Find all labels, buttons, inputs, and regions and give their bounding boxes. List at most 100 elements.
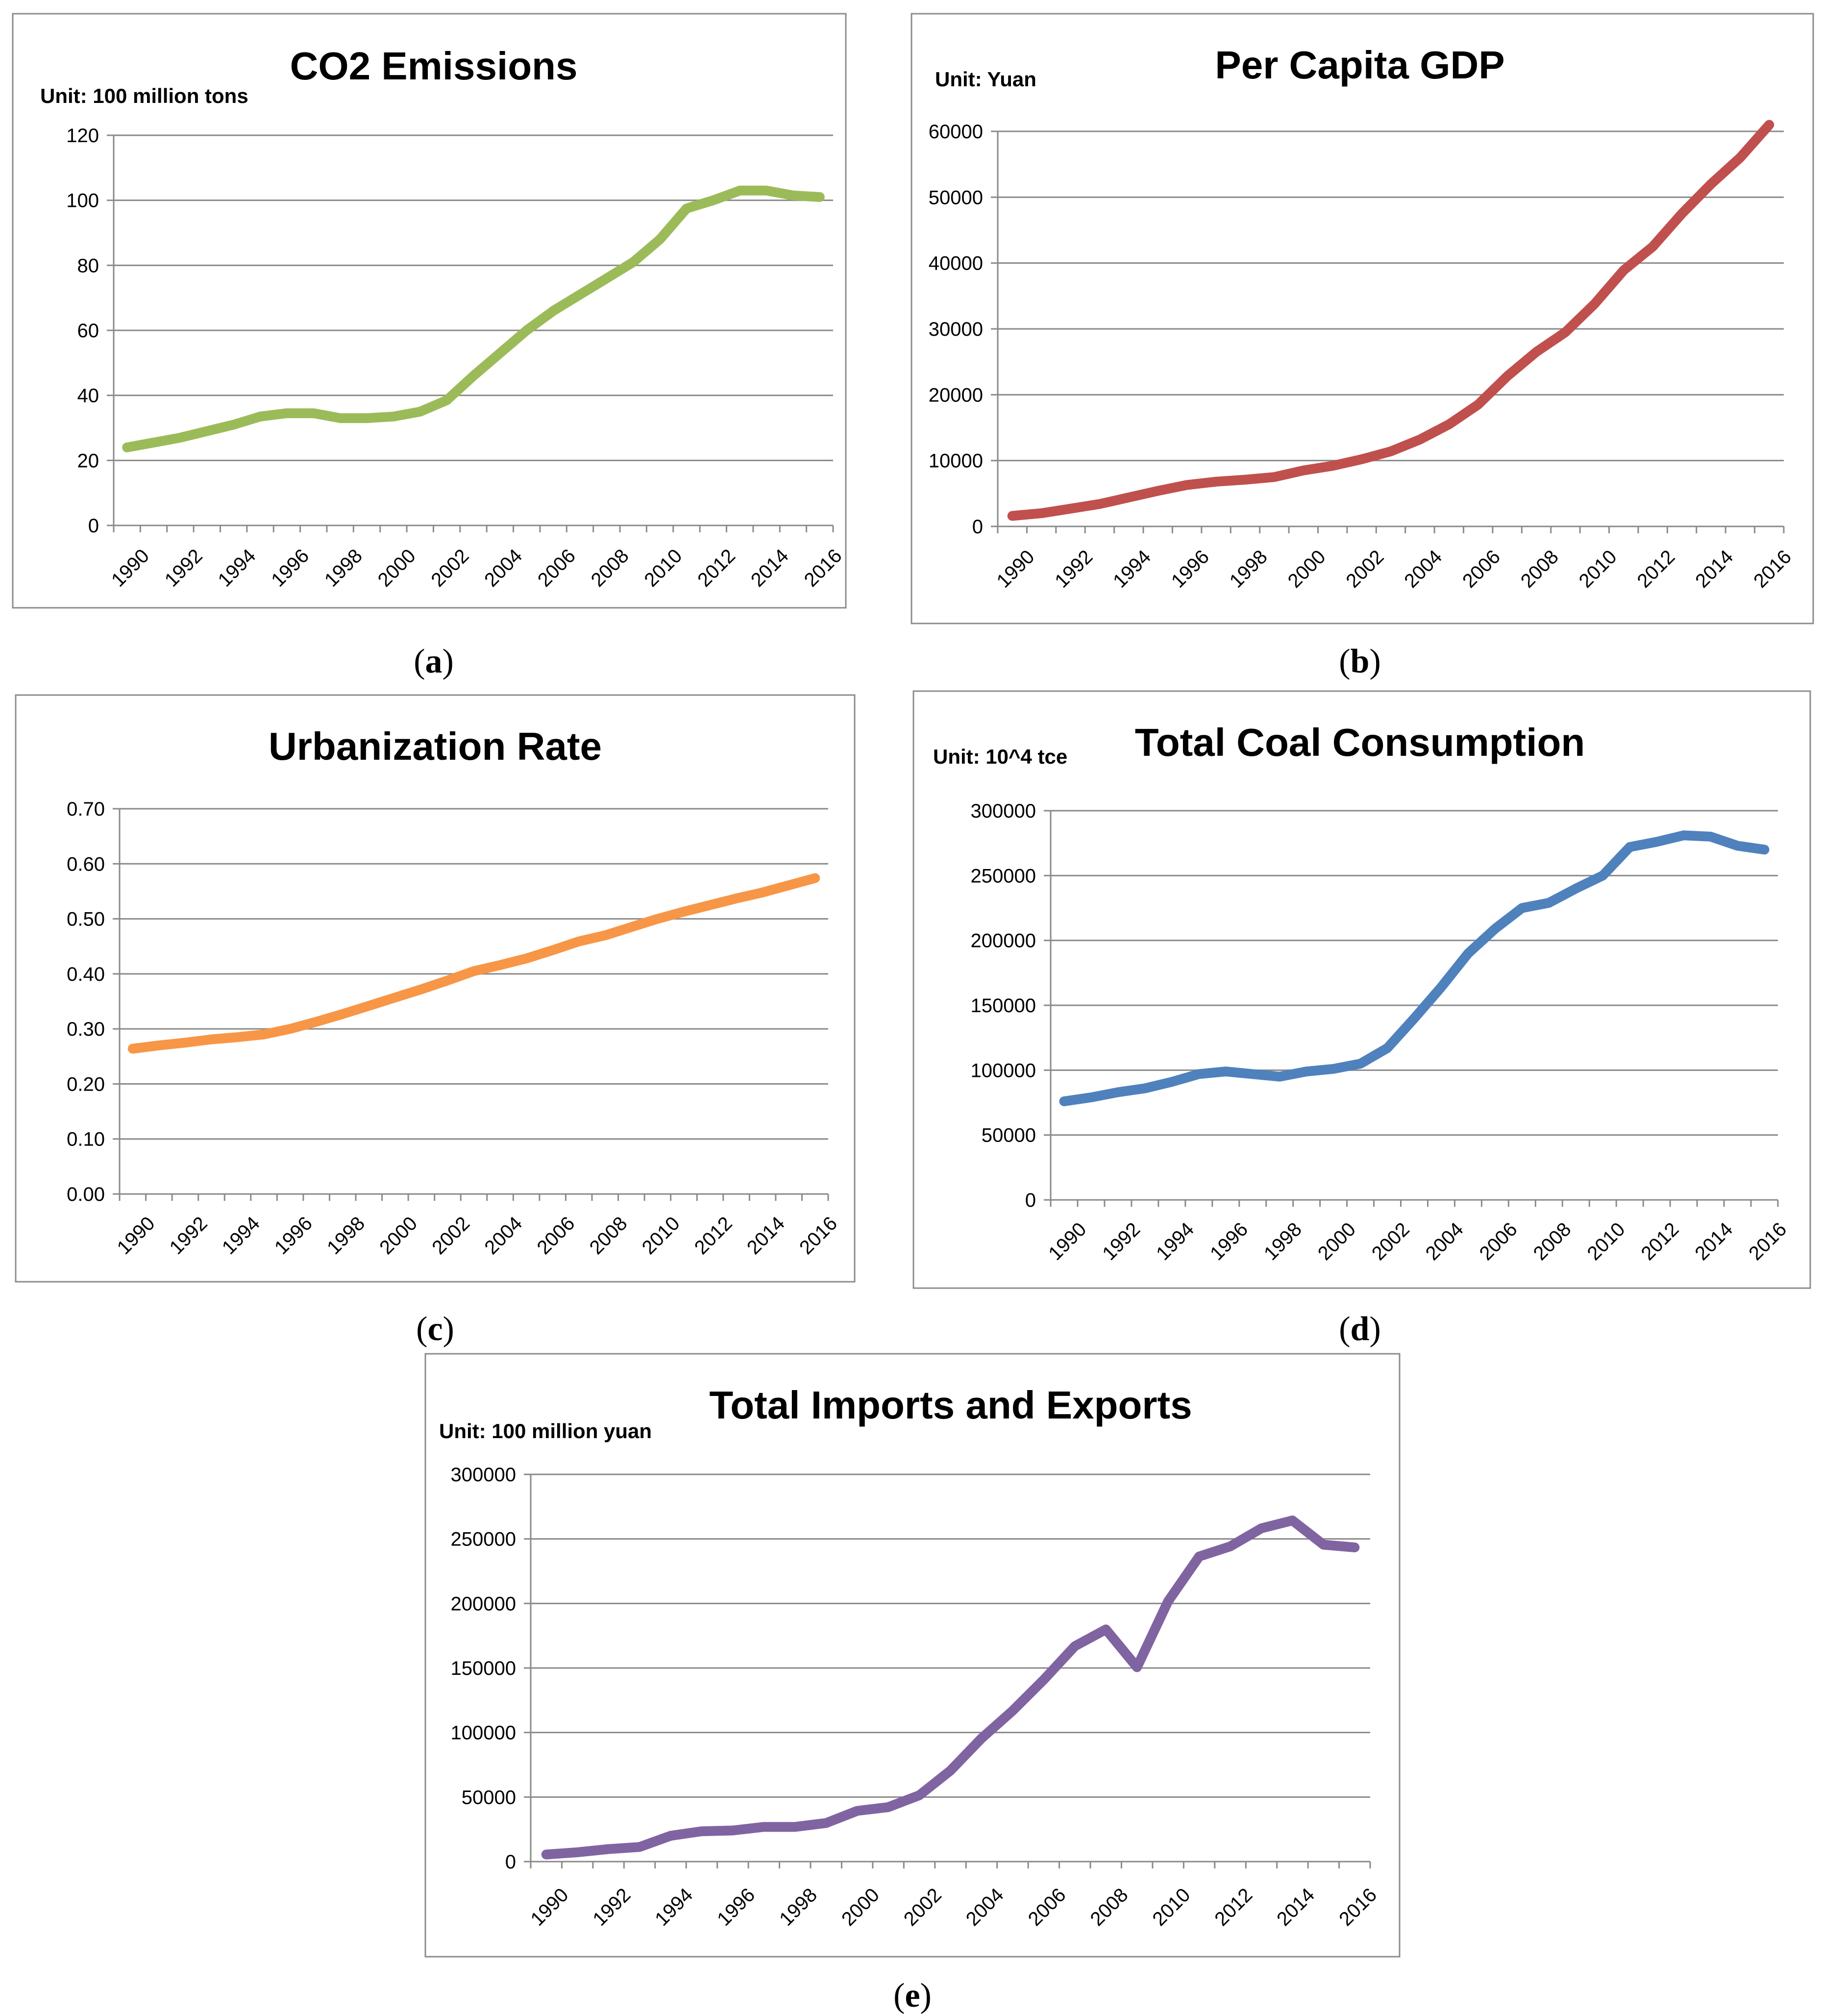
data-point (1272, 475, 1276, 479)
data-point (1358, 1062, 1362, 1066)
y-tick-label: 40000 (929, 253, 983, 274)
data-point (1601, 873, 1605, 877)
data-point (1243, 478, 1247, 482)
data-point (886, 1805, 890, 1809)
data-point (1574, 887, 1578, 891)
chart-title: Total Imports and Exports (709, 1383, 1192, 1427)
y-tick-label: 0.40 (67, 964, 105, 985)
data-point (1104, 1627, 1108, 1631)
data-point (1116, 1090, 1120, 1094)
y-tick-label: 100000 (451, 1722, 516, 1744)
data-point (711, 199, 715, 202)
data-point (1680, 212, 1684, 216)
data-point (1655, 840, 1659, 844)
data-point (551, 948, 555, 952)
data-point (367, 1004, 371, 1008)
data-point (236, 1035, 240, 1039)
data-point (392, 415, 395, 419)
data-point (631, 260, 635, 264)
chart-frame (424, 1353, 1401, 1958)
data-point (1682, 833, 1686, 837)
data-point (735, 896, 739, 900)
y-tick-label: 0 (505, 1851, 516, 1873)
panel-urbanization-rate: Urbanization Rate 0.00 0.10 0.20 0.30 0.40 0.5… (15, 694, 856, 1348)
panel-co2-emissions: CO2 Emissions Unit: 100 million tons 0 20 40… (12, 13, 847, 680)
data-point (341, 1012, 345, 1016)
data-point (1305, 1070, 1308, 1073)
data-point (393, 996, 397, 999)
data-point (787, 883, 791, 887)
y-tick-label: 0.30 (67, 1019, 105, 1040)
chart-title: CO2 Emissions (290, 44, 578, 88)
data-point (1412, 1016, 1416, 1020)
y-tick-label: 250000 (971, 865, 1036, 887)
y-tick-label: 100000 (971, 1060, 1036, 1081)
data-point (708, 903, 712, 907)
data-point (209, 1037, 213, 1041)
data-point (1520, 906, 1524, 910)
data-point (178, 436, 182, 440)
y-tick-label: 120 (66, 125, 99, 147)
data-point (855, 1809, 859, 1813)
data-point (1073, 1644, 1077, 1648)
data-point (1039, 511, 1043, 515)
chart-title: Per Capita GDP (1215, 43, 1504, 87)
y-tick-label: 20000 (929, 384, 983, 406)
data-point (1214, 480, 1218, 484)
y-tick-label: 0 (972, 516, 983, 538)
data-point (813, 876, 817, 880)
data-point (575, 1850, 579, 1854)
panel-caption: (a) (414, 643, 454, 680)
data-point (418, 410, 422, 414)
y-tick-label: 50000 (982, 1125, 1036, 1146)
data-point (1166, 1599, 1170, 1603)
y-tick-label: 0 (1025, 1190, 1036, 1211)
data-point (682, 910, 686, 914)
data-point (544, 1853, 548, 1857)
data-point (1767, 123, 1771, 127)
y-tick-label: 100 (66, 190, 99, 212)
data-point (445, 398, 449, 402)
y-tick-label: 0.70 (67, 798, 105, 820)
data-point (1143, 1086, 1147, 1090)
data-point (1709, 835, 1713, 839)
data-point (131, 1047, 135, 1051)
data-point (183, 1041, 187, 1045)
data-point (1170, 1080, 1174, 1084)
data-point (551, 309, 555, 313)
data-point (1505, 374, 1509, 378)
data-point (669, 1834, 673, 1838)
data-point (312, 411, 316, 415)
data-point (1534, 350, 1538, 354)
data-point (1197, 1554, 1201, 1558)
data-point (685, 206, 689, 210)
data-point (1651, 245, 1655, 249)
data-point (824, 1821, 828, 1825)
data-point (1290, 1518, 1294, 1522)
y-tick-label: 0.00 (67, 1184, 105, 1205)
data-point (603, 933, 607, 937)
data-point (638, 1845, 641, 1849)
data-point (258, 415, 262, 419)
data-point (1389, 449, 1393, 453)
y-tick-label: 0 (88, 515, 99, 537)
data-point (1466, 951, 1470, 955)
data-point (577, 940, 581, 944)
series-line (1059, 830, 1770, 1106)
y-tick-label: 50000 (929, 187, 983, 208)
data-point (1156, 489, 1160, 493)
data-point (1197, 1072, 1201, 1076)
data-point (1089, 1095, 1093, 1099)
panel-caption: (e) (893, 1977, 932, 2015)
data-point (605, 276, 609, 280)
data-point (1563, 330, 1567, 334)
data-point (1763, 847, 1767, 851)
data-point (365, 416, 369, 420)
chart-frame (911, 13, 1814, 624)
data-point (288, 1027, 292, 1031)
data-point (1259, 1526, 1263, 1530)
data-point (285, 411, 289, 415)
y-tick-label: 30000 (929, 319, 983, 340)
y-tick-label: 150000 (971, 995, 1036, 1017)
panel-caption: (b) (1339, 643, 1381, 680)
